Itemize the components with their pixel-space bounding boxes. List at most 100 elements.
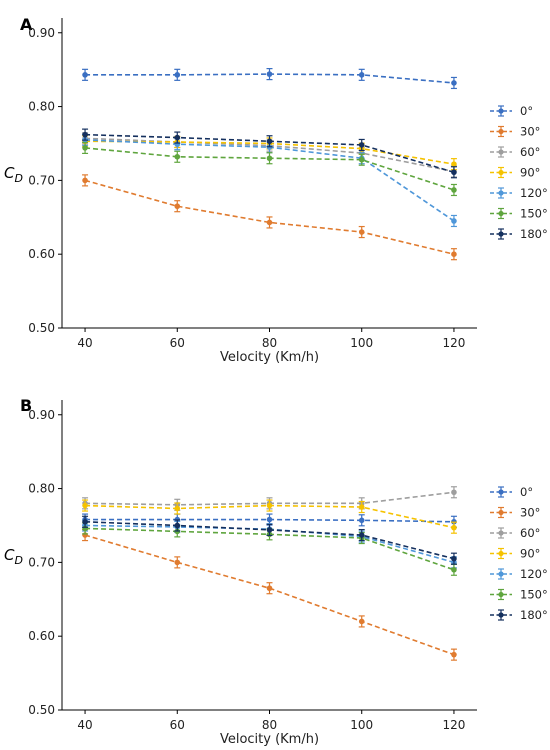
- y-tick-label: 0.80: [28, 482, 55, 496]
- data-point: [451, 187, 457, 193]
- legend-marker: [498, 591, 504, 598]
- x-tick-label: 120: [442, 336, 465, 350]
- data-point: [174, 203, 181, 210]
- data-point: [358, 156, 365, 163]
- legend-label: 30°: [520, 506, 540, 520]
- data-point: [82, 502, 88, 509]
- data-point: [358, 504, 365, 510]
- y-tick-label: 0.70: [28, 173, 55, 187]
- data-point: [358, 229, 365, 235]
- legend-label: 90°: [520, 547, 540, 561]
- data-point: [451, 651, 457, 658]
- panel-b: B 0.50 0.60 0.70 0.80 0.90 40 60 80 100 120 Velocit…: [4, 396, 548, 747]
- legend-marker: [498, 530, 504, 536]
- data-point: [358, 517, 365, 524]
- legend-marker: [498, 190, 504, 196]
- x-tick-label: 40: [77, 336, 92, 350]
- legend-label: 180°: [520, 608, 548, 622]
- x-tick-label: 80: [262, 718, 277, 732]
- legend-label: 0°: [520, 485, 533, 499]
- legend: 0° 30° 60° 90° 120° 150° 180°: [490, 104, 548, 241]
- x-tick-label: 120: [442, 718, 465, 732]
- y-tick-label: 0.60: [28, 247, 55, 261]
- x-tick-label: 80: [262, 336, 277, 350]
- legend-label: 60°: [520, 145, 540, 159]
- data-point: [451, 80, 457, 86]
- legend-label: 60°: [520, 526, 540, 540]
- legend-item: 180°: [490, 227, 548, 241]
- y-tick-label: 0.60: [28, 629, 55, 643]
- data-point: [82, 145, 88, 151]
- y-tick-label: 0.90: [28, 26, 55, 40]
- legend-label: 120°: [520, 186, 548, 200]
- series-1: [82, 528, 457, 661]
- data-point: [358, 72, 365, 78]
- data-point: [266, 585, 273, 592]
- legend-item: 30°: [490, 506, 540, 520]
- data-point: [451, 566, 457, 573]
- series-0: [82, 67, 457, 90]
- series-6: [82, 515, 457, 565]
- y-axis-title: CD: [4, 164, 23, 185]
- data-point: [451, 169, 457, 176]
- y-tick-label: 0.50: [28, 321, 55, 335]
- series-1: [82, 174, 457, 261]
- legend-marker: [498, 210, 504, 217]
- x-tick-label: 100: [350, 718, 373, 732]
- x-axis-title: Velocity (Km/h): [220, 350, 319, 365]
- data-point: [82, 131, 88, 138]
- data-point: [82, 177, 88, 184]
- data-point: [82, 72, 88, 78]
- legend-item: 30°: [490, 125, 540, 139]
- legend-marker: [498, 489, 504, 495]
- legend-marker: [498, 571, 504, 577]
- data-point: [266, 502, 273, 509]
- legend-item: 120°: [490, 186, 548, 200]
- data-point: [266, 516, 273, 523]
- legend-item: 60°: [490, 526, 540, 540]
- data-point: [174, 72, 181, 78]
- legend-item: 60°: [490, 145, 540, 159]
- data-point: [266, 155, 273, 162]
- data-point: [174, 134, 181, 141]
- data-point: [266, 71, 273, 77]
- panel-a: A 0.50 0.60 0.70 0.80 0.90 40 60 80 100 120 Velocit…: [4, 15, 548, 365]
- data-point: [358, 532, 365, 538]
- series-line: [84, 534, 455, 656]
- legend-item: 90°: [490, 166, 540, 180]
- data-point: [82, 518, 88, 525]
- data-point: [174, 559, 181, 566]
- legend-marker: [498, 149, 504, 155]
- x-axis-title: Velocity (Km/h): [220, 732, 319, 747]
- x-tick-label: 60: [170, 336, 185, 350]
- legend-marker: [498, 612, 504, 618]
- legend-marker: [498, 550, 504, 557]
- y-tick-label: 0.70: [28, 555, 55, 569]
- data-point: [451, 161, 457, 167]
- legend-label: 150°: [520, 588, 548, 602]
- y-tick-label: 0.80: [28, 100, 55, 114]
- data-point: [266, 138, 273, 145]
- legend-item: 150°: [490, 207, 548, 221]
- legend-item: 0°: [490, 485, 533, 499]
- legend-marker: [498, 509, 504, 516]
- x-tick-label: 40: [77, 718, 92, 732]
- legend-marker: [498, 169, 504, 176]
- series-6: [82, 128, 457, 179]
- legend-marker: [498, 108, 504, 114]
- y-tick-label: 0.50: [28, 703, 55, 717]
- legend-label: 180°: [520, 227, 548, 241]
- panel-label: B: [20, 396, 32, 415]
- x-tick-label: 100: [350, 336, 373, 350]
- legend-item: 180°: [490, 608, 548, 622]
- legend-label: 30°: [520, 125, 540, 139]
- series-5: [82, 141, 457, 197]
- data-point: [451, 555, 457, 562]
- data-point: [451, 218, 457, 224]
- data-point: [358, 618, 365, 625]
- panel-label: A: [20, 15, 33, 34]
- y-axis-title: CD: [4, 546, 23, 567]
- data-point: [266, 527, 273, 533]
- legend-marker: [498, 128, 504, 135]
